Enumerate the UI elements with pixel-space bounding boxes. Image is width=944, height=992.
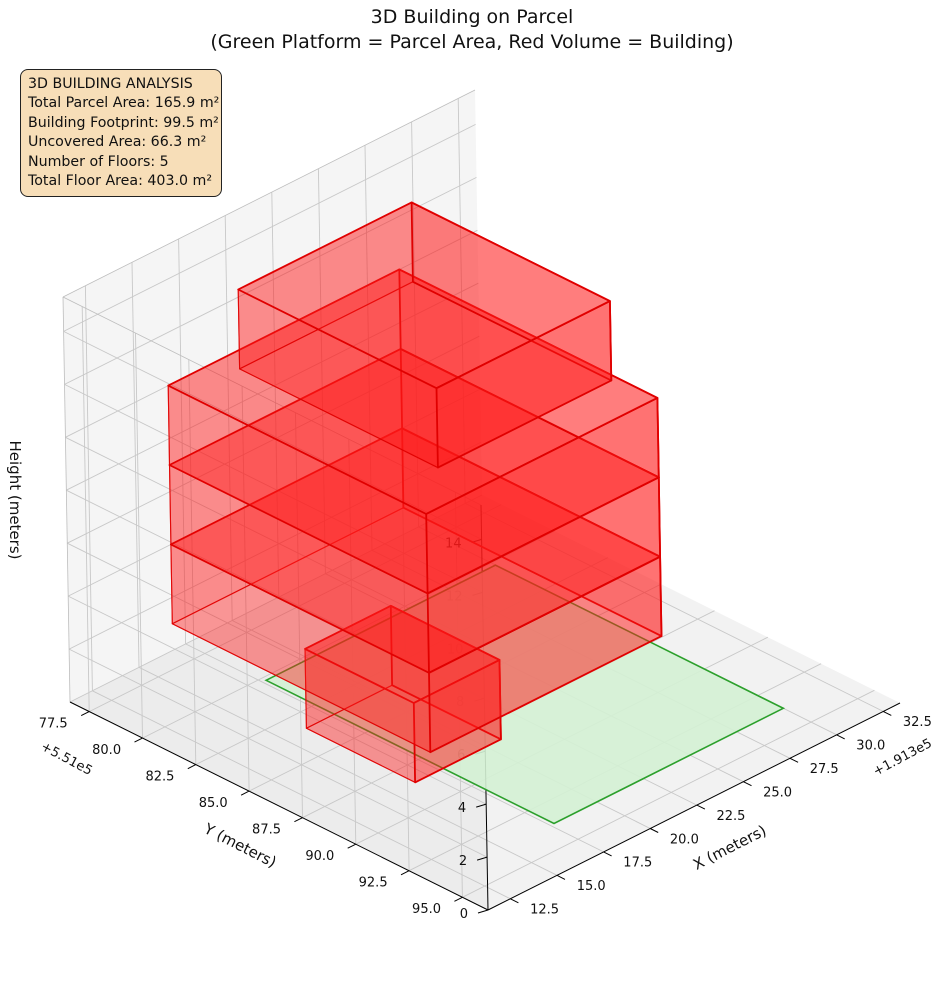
grid-line-z bbox=[68, 648, 488, 858]
grid-line-y bbox=[462, 689, 875, 898]
x-tick bbox=[882, 710, 892, 716]
building-floor-3 bbox=[168, 347, 661, 674]
z-tick bbox=[477, 909, 489, 914]
x-tick bbox=[743, 781, 752, 787]
grid-line-x bbox=[271, 192, 280, 598]
grid-line-x bbox=[178, 238, 187, 644]
parcel-platform bbox=[264, 564, 786, 825]
grid-line-x bbox=[185, 643, 604, 853]
x-tick bbox=[510, 898, 519, 904]
x-tick-label: 15.0 bbox=[577, 879, 606, 894]
info-number-of-floors: Number of Floors: 5 bbox=[28, 153, 169, 170]
building-floor-1 bbox=[304, 604, 502, 784]
x-tick-label: 12.5 bbox=[530, 903, 559, 918]
grid-line-y bbox=[81, 306, 90, 712]
z-tick bbox=[476, 856, 488, 861]
floor-face bbox=[425, 396, 660, 595]
x-tick bbox=[556, 874, 566, 880]
building-volumes bbox=[167, 201, 786, 825]
x-axis-line bbox=[487, 702, 901, 911]
y-tick bbox=[80, 711, 90, 717]
grid-line-z bbox=[69, 494, 483, 703]
x-tick-label: 17.5 bbox=[623, 856, 652, 871]
z-tick-label: 0 bbox=[460, 907, 468, 922]
y-offset-label: +5.51e5 bbox=[38, 739, 95, 779]
grid-line-z bbox=[64, 383, 483, 593]
y-tick bbox=[240, 790, 250, 796]
y-tick-label: 95.0 bbox=[412, 902, 441, 917]
y-tick-label: 85.0 bbox=[199, 796, 228, 811]
y-tick bbox=[187, 764, 197, 770]
z-axis-label: Height (meters) bbox=[6, 441, 24, 560]
y-tick bbox=[454, 896, 463, 902]
chart-title: 3D Building on Parcel bbox=[370, 6, 574, 28]
x-axis-label: X (meters) bbox=[690, 821, 769, 873]
x-tick bbox=[603, 851, 612, 857]
y-tick bbox=[347, 843, 357, 849]
x-tick-label: 30.0 bbox=[856, 739, 885, 754]
floor-face bbox=[412, 659, 502, 784]
grid-line-z bbox=[68, 441, 482, 650]
building-floor-4 bbox=[167, 268, 660, 595]
building-floor-5 bbox=[237, 201, 613, 469]
grid-line-x bbox=[411, 121, 420, 527]
grid-line-x bbox=[92, 690, 511, 900]
grid-line-z bbox=[66, 282, 479, 491]
grid-line-y bbox=[241, 386, 250, 792]
z-tick-label: 14 bbox=[445, 536, 462, 551]
right-wall-pane bbox=[63, 90, 482, 702]
grid-line-z bbox=[67, 595, 487, 805]
pane-edge bbox=[62, 89, 476, 298]
grid-line-x bbox=[131, 262, 140, 668]
y-tick-label: 87.5 bbox=[252, 822, 281, 837]
x-tick-label: 20.0 bbox=[670, 832, 699, 847]
grid-line-y bbox=[142, 530, 555, 739]
x-tick-label: 22.5 bbox=[717, 809, 746, 824]
y-tick-label: 90.0 bbox=[305, 849, 334, 864]
info-building-footprint: Building Footprint: 99.5 m² bbox=[28, 114, 219, 131]
grid-line-z bbox=[64, 176, 477, 385]
grid-line-x bbox=[84, 285, 93, 691]
grid-line-x bbox=[364, 145, 373, 551]
x-tick-label: 25.0 bbox=[763, 786, 792, 801]
analysis-info-box: 3D BUILDING ANALYSIS Total Parcel Area: … bbox=[20, 69, 222, 197]
grid-line-y bbox=[135, 333, 143, 739]
grid-line-y bbox=[88, 504, 502, 713]
info-uncovered-area: Uncovered Area: 66.3 m² bbox=[28, 134, 207, 151]
y-tick bbox=[294, 817, 303, 823]
grid-line-z bbox=[67, 335, 480, 544]
y-tick-label: 77.5 bbox=[39, 716, 68, 731]
x-tick bbox=[696, 804, 706, 810]
x-tick bbox=[649, 828, 659, 833]
y-axis-line bbox=[69, 701, 489, 911]
x-tick-label: 32.5 bbox=[903, 715, 932, 730]
info-parcel-area: Total Parcel Area: 165.9 m² bbox=[28, 95, 220, 112]
info-total-floor-area: Total Floor Area: 403.0 m² bbox=[28, 173, 213, 190]
grid-line-y bbox=[295, 412, 303, 818]
grid-line-y bbox=[188, 359, 197, 765]
grid-line-z bbox=[63, 123, 476, 332]
x-tick bbox=[836, 734, 845, 740]
z-tick-label: 4 bbox=[458, 801, 466, 816]
y-tick bbox=[400, 870, 410, 876]
floor-face bbox=[435, 300, 613, 469]
grid-line-x bbox=[464, 502, 884, 712]
pane-edge bbox=[62, 296, 482, 506]
z-tick-label: 2 bbox=[459, 854, 467, 869]
y-tick bbox=[134, 737, 143, 743]
x-tick bbox=[789, 757, 799, 763]
pane-edge bbox=[62, 296, 71, 703]
grid-line-z bbox=[63, 330, 482, 540]
y-tick-label: 82.5 bbox=[145, 769, 174, 784]
y-tick-label: 92.5 bbox=[359, 876, 388, 891]
info-heading: 3D BUILDING ANALYSIS bbox=[28, 76, 193, 92]
chart-subtitle: (Green Platform = Parcel Area, Red Volum… bbox=[210, 31, 734, 53]
y-tick-label: 80.0 bbox=[92, 743, 121, 758]
grid-line-x bbox=[138, 666, 558, 876]
z-tick bbox=[476, 803, 487, 808]
grid-line-x bbox=[317, 168, 326, 574]
grid-line-x bbox=[224, 215, 233, 621]
x-tick-label: 27.5 bbox=[810, 762, 839, 777]
